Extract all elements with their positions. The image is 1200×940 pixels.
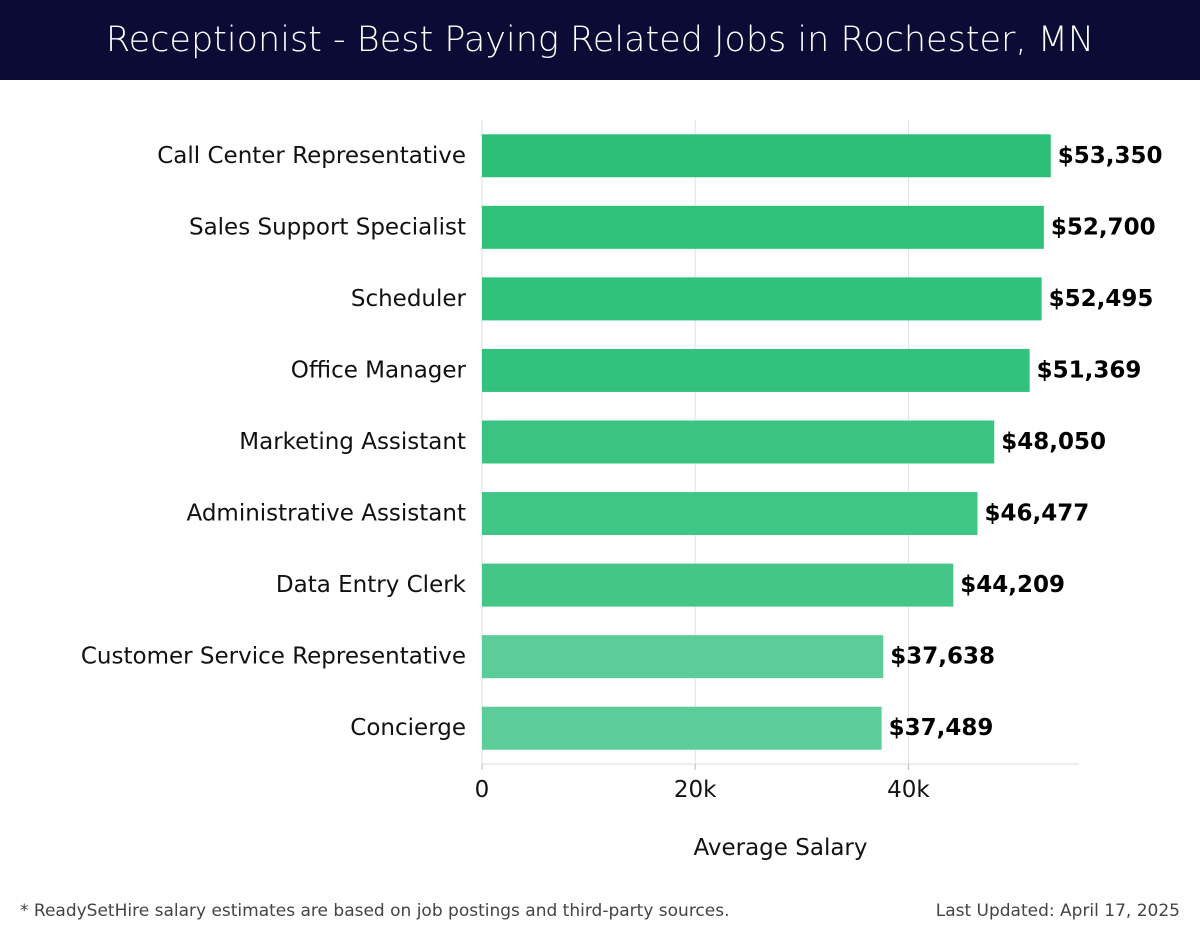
category-label: Marketing Assistant <box>239 429 466 455</box>
x-axis-title: Average Salary <box>693 835 867 861</box>
bar-chart: Call Center Representative $53,350 Sales S… <box>81 120 1163 861</box>
category-label: Concierge <box>350 715 466 741</box>
value-label: $52,700 <box>1051 214 1156 240</box>
bar <box>482 420 995 464</box>
x-tick-label: 40k <box>887 777 930 803</box>
x-tick-label: 20k <box>674 777 717 803</box>
value-label: $51,369 <box>1037 357 1142 383</box>
category-label: Sales Support Specialist <box>189 214 466 240</box>
bar <box>482 348 1030 392</box>
category-label: Data Entry Clerk <box>276 572 467 598</box>
bar <box>482 706 882 750</box>
value-label: $48,050 <box>1001 429 1106 455</box>
bar <box>482 277 1042 321</box>
value-label: $46,477 <box>984 501 1089 527</box>
bar <box>482 563 954 607</box>
value-label: $53,350 <box>1058 143 1163 169</box>
category-label: Office Manager <box>291 357 467 383</box>
bar <box>482 492 978 536</box>
category-label: Customer Service Representative <box>81 644 466 670</box>
x-tick-label: 0 <box>475 777 490 803</box>
bar <box>482 205 1044 249</box>
category-label: Scheduler <box>351 286 467 312</box>
bar <box>482 635 884 679</box>
category-label: Call Center Representative <box>157 143 466 169</box>
chart-title: Receptionist - Best Paying Related Jobs … <box>0 0 1200 80</box>
value-label: $37,489 <box>889 715 994 741</box>
value-label: $44,209 <box>960 572 1065 598</box>
last-updated: Last Updated: April 17, 2025 <box>935 901 1180 921</box>
value-label: $37,638 <box>890 644 995 670</box>
bar <box>482 134 1051 178</box>
footnote: * ReadySetHire salary estimates are base… <box>20 901 730 921</box>
category-label: Administrative Assistant <box>186 501 466 527</box>
value-label: $52,495 <box>1049 286 1154 312</box>
